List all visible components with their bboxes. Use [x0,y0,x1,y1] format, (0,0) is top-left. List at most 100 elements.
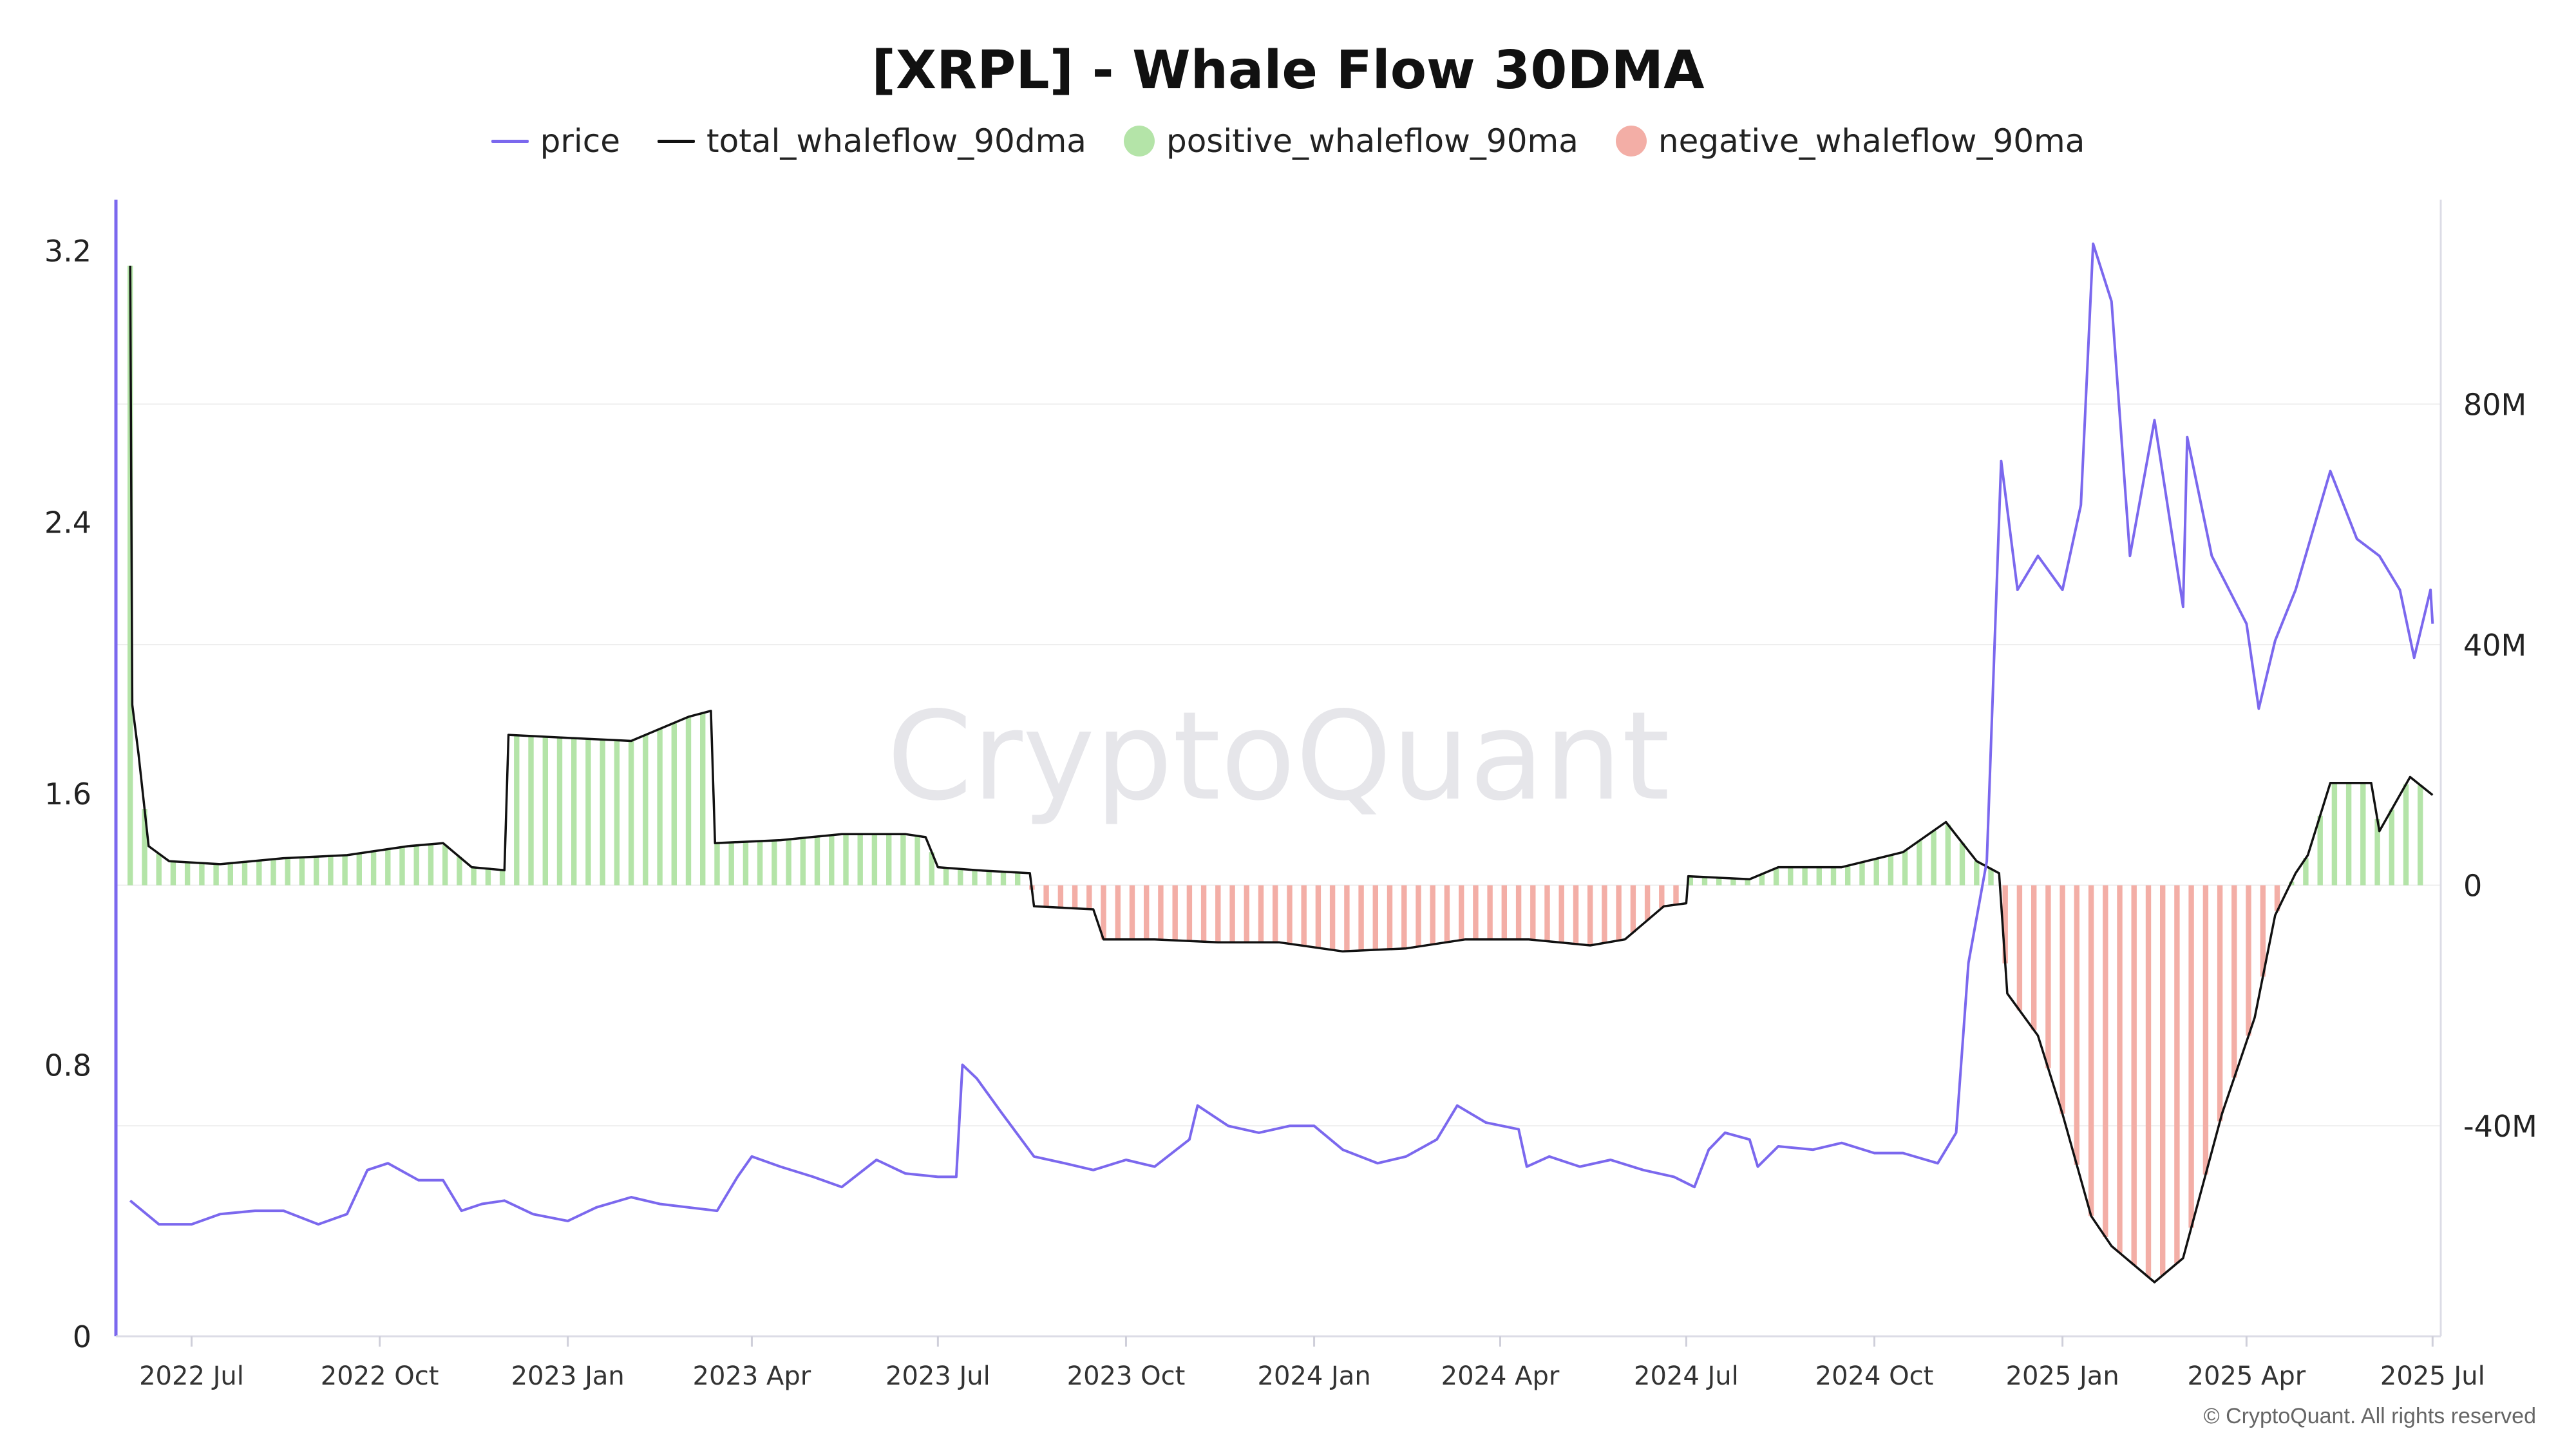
positive-whaleflow-bar [270,859,276,886]
negative-whaleflow-bar [1258,885,1264,943]
legend-swatch-negative-whaleflow [1615,126,1647,156]
negative-whaleflow-bar [2016,885,2023,1010]
legend-label-positive-whaleflow: positive_whaleflow_90ma [1166,122,1578,160]
legend-item-positive-whaleflow[interactable]: positive_whaleflow_90ma [1123,122,1578,160]
legend-item-price[interactable]: price [491,122,620,160]
negative-whaleflow-bar [1573,885,1579,944]
negative-whaleflow-bar [1200,885,1207,942]
negative-whaleflow-bar [2260,885,2266,977]
positive-whaleflow-bar [643,735,649,886]
negative-whaleflow-bar [1329,885,1336,951]
negative-whaleflow-bar [2160,885,2166,1276]
positive-whaleflow-bar [871,834,878,886]
positive-whaleflow-bar [1945,824,1951,886]
positive-whaleflow-bar [786,839,791,886]
negative-whaleflow-bar [1043,885,1049,907]
positive-whaleflow-bar [2317,815,2323,886]
positive-whaleflow-bar [814,837,820,886]
x-tick-label: 2025 Jul [2380,1361,2485,1391]
positive-whaleflow-bar [328,856,334,886]
legend-item-negative-whaleflow[interactable]: negative_whaleflow_90ma [1615,122,2085,160]
x-tick-label: 2025 Jan [2006,1361,2119,1391]
x-tick-label: 2023 Jan [511,1361,625,1391]
negative-whaleflow-bar [2217,885,2223,1122]
positive-whaleflow-bar [886,834,892,886]
positive-whaleflow-bar [1015,872,1021,886]
negative-whaleflow-bar [1659,885,1665,908]
negative-whaleflow-bar [2145,885,2152,1277]
negative-whaleflow-bar [1644,885,1651,920]
positive-whaleflow-bar [1745,879,1750,886]
positive-whaleflow-bar [514,735,520,886]
price-line [129,242,2434,1226]
positive-whaleflow-bar [128,265,133,886]
negative-whaleflow-bar [2117,885,2123,1253]
positive-whaleflow-bar [929,852,934,886]
negative-whaleflow-bar [2274,885,2280,911]
positive-whaleflow-bar [628,741,634,886]
negative-whaleflow-bar [2174,885,2180,1264]
x-tick-label: 2022 Oct [321,1361,439,1391]
x-tick-label: 2024 Jan [1258,1361,1371,1391]
positive-whaleflow-bar [1888,855,1894,886]
negative-whaleflow-bar [1372,885,1378,950]
positive-whaleflow-bar [2418,785,2423,886]
positive-whaleflow-bar [700,713,706,886]
positive-whaleflow-bar [800,838,806,886]
legend: price total_whaleflow_90dma positive_wha… [0,122,2576,160]
axes: 0 0.8 1.6 2.4 3.2 -40M 0 40M 80M 2022 Jul 2022 Oct… [44,200,2537,1391]
positive-whaleflow-bar [1000,871,1007,886]
negative-whaleflow-bar [1215,885,1221,943]
positive-whaleflow-bar [556,737,563,886]
negative-whaleflow-bar [1344,885,1350,951]
legend-label-total-whaleflow: total_whaleflow_90dma [706,122,1086,160]
positive-whaleflow-bar [1974,861,1980,886]
negative-whaleflow-bar [1401,885,1407,949]
total-whaleflow-line [129,265,2434,1283]
whaleflow-bars [128,265,2423,1277]
x-tick-label: 2022 Jul [139,1361,244,1391]
negative-whaleflow-bar [2088,885,2094,1217]
y-left-tick-label: 0 [73,1320,91,1354]
positive-whaleflow-bar [986,871,992,886]
positive-whaleflow-bar [914,836,920,886]
legend-label-price: price [540,122,621,160]
negative-whaleflow-bar [2060,885,2065,1114]
positive-whaleflow-bar [428,844,434,886]
y-left-tick-label: 0.8 [44,1048,91,1083]
negative-whaleflow-bar [1158,885,1164,940]
negative-whaleflow-bar [1229,885,1235,943]
positive-whaleflow-bar [356,853,362,886]
y-right-tick-label: 80M [2463,388,2526,422]
positive-whaleflow-bar [757,841,763,886]
negative-whaleflow-bar [2045,885,2051,1068]
positive-whaleflow-bar [1845,866,1851,886]
negative-whaleflow-bar [2031,885,2037,1030]
negative-whaleflow-bar [1444,885,1450,942]
legend-swatch-total-whaleflow [658,139,696,143]
positive-whaleflow-bar [728,842,734,886]
grid [116,403,2441,1127]
positive-whaleflow-bar [657,728,663,886]
positive-whaleflow-bar [857,834,863,886]
negative-whaleflow-bar [1287,885,1293,944]
negative-whaleflow-bar [1072,885,1078,909]
negative-whaleflow-bar [2103,885,2108,1237]
positive-whaleflow-bar [743,842,749,886]
positive-whaleflow-bar [1730,878,1736,886]
positive-whaleflow-bar [413,845,419,886]
negative-whaleflow-bar [1459,885,1464,940]
positive-whaleflow-bar [227,863,233,886]
positive-whaleflow-bar [671,723,677,886]
negative-whaleflow-bar [1301,885,1307,946]
positive-whaleflow-bar [156,853,162,886]
positive-whaleflow-bar [385,849,391,886]
positive-whaleflow-bar [2389,809,2394,886]
negative-whaleflow-bar [1115,885,1121,940]
positive-whaleflow-bar [1802,867,1808,886]
positive-whaleflow-bar [2403,784,2409,886]
watermark: CryptoQuant [887,685,1670,828]
positive-whaleflow-bar [142,809,147,886]
legend-label-negative-whaleflow: negative_whaleflow_90ma [1658,122,2085,160]
legend-item-total-whaleflow[interactable]: total_whaleflow_90dma [658,122,1086,160]
